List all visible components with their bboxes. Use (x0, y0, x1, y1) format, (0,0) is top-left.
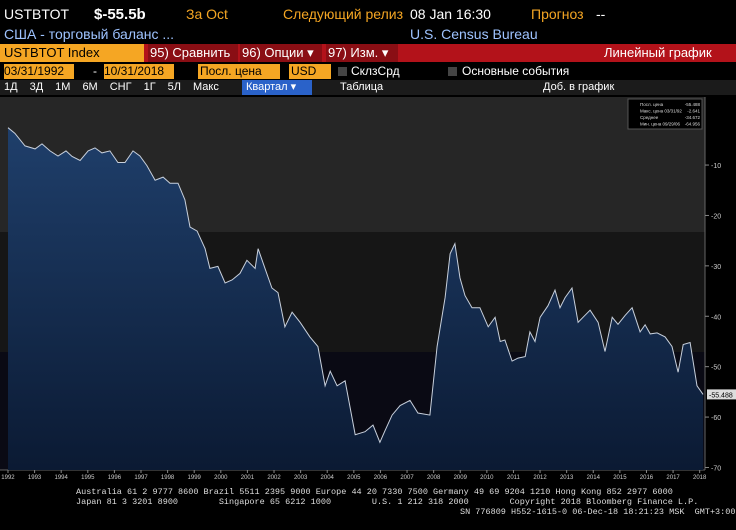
checkbox[interactable] (338, 67, 347, 76)
next-date: 08 Jan 16:30 (410, 6, 491, 22)
ticker: USTBTOT (4, 6, 70, 22)
x-tick-label: 2013 (560, 475, 574, 481)
stats-box (627, 98, 703, 130)
x-tick-label: 2017 (666, 475, 680, 481)
compare[interactable]: 95) Сравнить (148, 44, 238, 62)
y-tick-label: -40 (711, 314, 721, 321)
source: U.S. Census Bureau (410, 26, 538, 42)
end-date[interactable]: 10/31/2018 (104, 64, 174, 79)
period-select[interactable]: Квартал ▾ (242, 80, 312, 95)
y-tick-label: -70 (711, 465, 721, 472)
description: США - торговый баланс ... (4, 26, 175, 42)
range-button[interactable]: 1Д (4, 81, 18, 93)
last-flag-label: -55.488 (709, 392, 733, 399)
field[interactable]: Посл. цена (198, 64, 280, 79)
x-tick-label: 2004 (321, 475, 335, 481)
x-tick-label: 1994 (55, 475, 69, 481)
last-value: $-55.5b (94, 6, 146, 23)
edit[interactable]: 97) Изм. ▾ (326, 44, 398, 62)
x-tick-label: 2007 (400, 475, 414, 481)
stat-value: -34.672 (685, 115, 701, 120)
start-date[interactable]: 03/31/1992 (4, 64, 74, 79)
currency[interactable]: USD (289, 64, 331, 79)
checkbox[interactable] (448, 67, 457, 76)
x-tick-label: 2009 (454, 475, 468, 481)
stat-value: -64.956 (685, 122, 701, 127)
x-tick-label: 2012 (533, 475, 547, 481)
x-tick-label: 2016 (640, 475, 654, 481)
stat-label: Посл. цена (640, 102, 664, 107)
security[interactable]: USTBTOT Index (0, 44, 144, 62)
stat-value: -55.488 (685, 102, 701, 107)
stat-label: Макс. цена 03/31/92 (640, 109, 682, 114)
x-tick-label: 2008 (427, 475, 441, 481)
y-tick-label: -30 (711, 264, 721, 271)
line (7, 127, 704, 444)
events[interactable]: Основные события (462, 64, 570, 78)
x-tick-label: 2018 (693, 475, 707, 481)
range-button[interactable]: 1М (55, 81, 71, 93)
forecast: -- (596, 6, 606, 22)
x-tick-label: 2010 (480, 475, 494, 481)
x-tick-label: 2003 (294, 475, 308, 481)
forecast-label: Прогноз (531, 6, 584, 22)
range-buttons: 1Д 3Д 1М 6М СНГ 1Г 5Л Макс (4, 80, 231, 95)
range-bar (0, 80, 736, 95)
range-button[interactable]: 1Г (143, 81, 156, 93)
y-tick-label: -10 (711, 163, 721, 170)
y-tick-label: -20 (711, 213, 721, 220)
x-tick-label: 2000 (214, 475, 228, 481)
last-flag (707, 389, 736, 400)
x-tick-label: 1999 (188, 475, 202, 481)
x-tick-label: 2006 (374, 475, 388, 481)
stat-label: Мин. цена 09/29/06 (640, 122, 681, 127)
dash: - (93, 64, 97, 78)
x-tick-label: 2011 (507, 475, 521, 481)
x-tick-label: 2005 (347, 475, 361, 481)
footer: Japan 81 3 3201 8900 Singapore 65 6212 1… (76, 497, 699, 507)
chart-kind[interactable]: Линейный график (604, 45, 712, 60)
x-tick-label: 2015 (613, 475, 627, 481)
options[interactable]: 96) Опции ▾ (240, 44, 322, 62)
x-tick-label: 1998 (161, 475, 175, 481)
x-tick-label: 2014 (587, 475, 601, 481)
y-tick-label: -50 (711, 365, 721, 372)
x-tick-label: 1996 (108, 475, 122, 481)
next-label: Следующий релиз (283, 6, 403, 22)
x-tick-label: 1992 (1, 475, 15, 481)
area (7, 127, 704, 470)
period: За Oct (186, 6, 228, 22)
range-button[interactable]: 3Д (29, 81, 44, 93)
table-button[interactable]: Таблица (340, 81, 384, 93)
footer: Australia 61 2 9777 8600 Brazil 5511 239… (76, 487, 673, 497)
x-tick-label: 2001 (241, 475, 255, 481)
x-tick-label: 2002 (267, 475, 281, 481)
x-tick-label: 1997 (134, 475, 148, 481)
stat-value: -2.641 (687, 109, 700, 114)
stat-label: Среднее (640, 115, 659, 120)
range-button[interactable]: Макс (193, 81, 219, 93)
x-tick-label: 1995 (81, 475, 95, 481)
add-button[interactable]: Доб. в график (543, 81, 615, 93)
range-button[interactable]: 6М (82, 81, 98, 93)
range-button[interactable]: СНГ (109, 81, 132, 93)
range-button[interactable]: 5Л (167, 81, 181, 93)
y-tick-label: -60 (711, 415, 721, 422)
chart: -10 -20 -30 -40 -50 -60 -70 1992 1993 1994 1995 199… (0, 97, 736, 481)
moving-avg[interactable]: СклзСрд (351, 64, 400, 78)
footer: SN 776809 H552-1615-0 06-Dec-18 18:21:23… (460, 507, 736, 517)
x-tick-label: 1993 (28, 475, 42, 481)
